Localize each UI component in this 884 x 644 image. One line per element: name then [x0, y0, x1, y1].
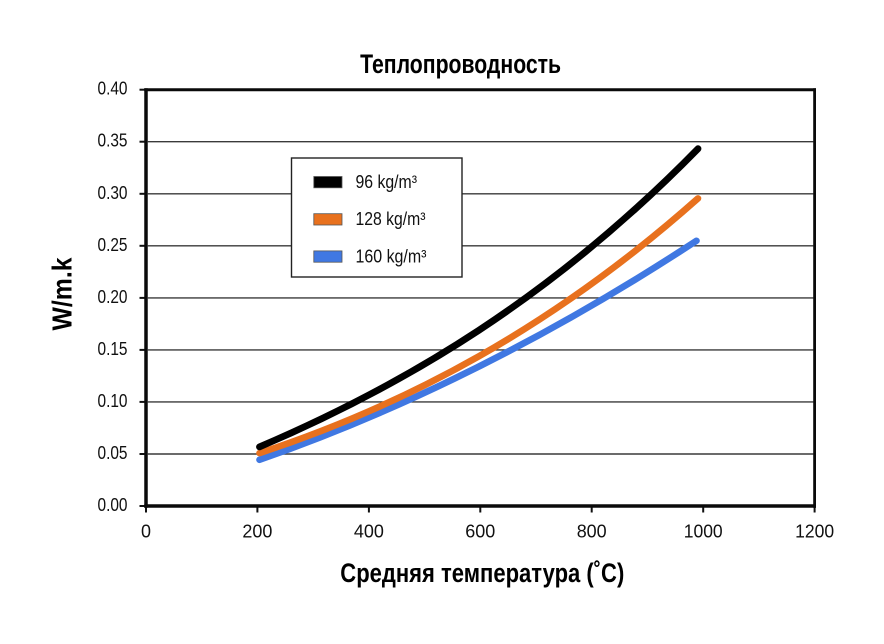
svg-text:0.15: 0.15	[98, 339, 128, 359]
svg-text:1200: 1200	[795, 521, 834, 542]
svg-text:800: 800	[577, 521, 607, 542]
svg-text:0.20: 0.20	[98, 287, 128, 307]
svg-text:128 kg/m³: 128 kg/m³	[356, 209, 426, 229]
svg-text:0.00: 0.00	[98, 495, 128, 515]
svg-text:400: 400	[354, 521, 384, 542]
svg-text:96 kg/m³: 96 kg/m³	[356, 172, 418, 192]
svg-text:W/m.k: W/m.k	[47, 257, 78, 330]
svg-text:1000: 1000	[684, 521, 723, 542]
svg-text:0: 0	[141, 521, 151, 542]
svg-text:0.40: 0.40	[98, 79, 128, 99]
svg-text:200: 200	[242, 521, 272, 542]
svg-text:0.35: 0.35	[98, 131, 128, 151]
svg-text:0.10: 0.10	[98, 391, 128, 411]
svg-text:0.25: 0.25	[98, 235, 128, 255]
svg-text:160 kg/m³: 160 kg/m³	[356, 246, 427, 266]
svg-text:0.30: 0.30	[98, 183, 128, 203]
svg-text:Средняя температура (˚C): Средняя температура (˚C)	[340, 558, 624, 588]
svg-text:600: 600	[465, 521, 495, 542]
svg-text:Теплопроводность: Теплопроводность	[360, 49, 561, 79]
svg-text:0.05: 0.05	[98, 443, 128, 463]
